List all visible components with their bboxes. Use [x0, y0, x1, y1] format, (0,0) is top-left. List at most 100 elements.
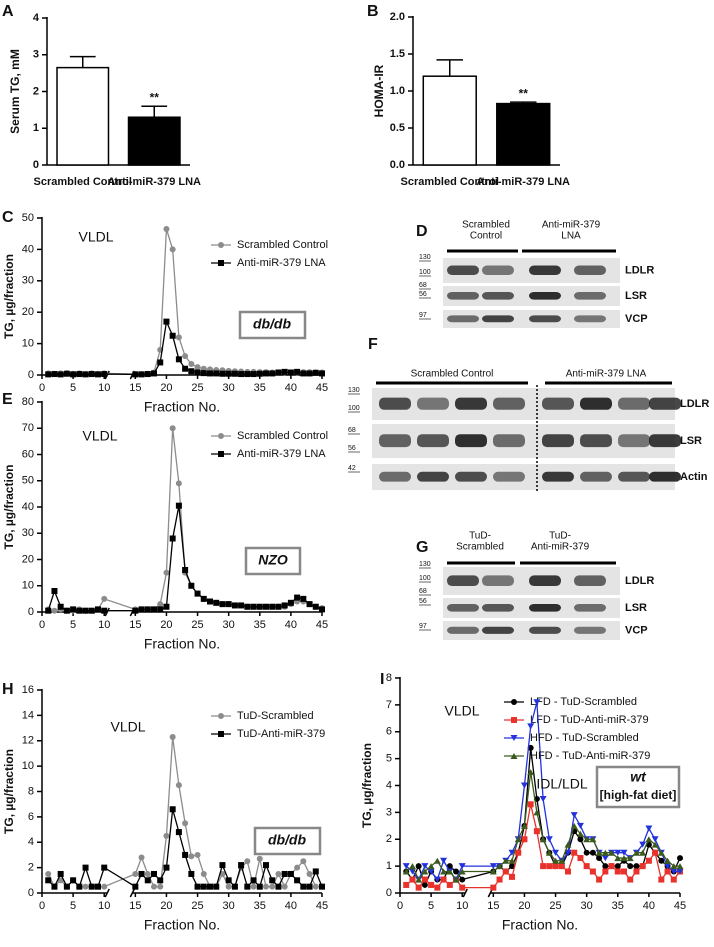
point	[144, 606, 151, 613]
point	[263, 370, 269, 377]
size-marker: 130	[419, 254, 431, 261]
point	[188, 368, 195, 375]
point	[256, 603, 263, 610]
blot-band	[447, 604, 479, 612]
legend-label: LFD - TuD-Anti-miR-379	[530, 714, 649, 726]
size-marker: 100	[419, 575, 431, 582]
x-tick-label: Anti-miR-379 LNA	[476, 176, 570, 188]
point	[275, 603, 282, 610]
point	[151, 883, 157, 890]
annotation: VLDL	[444, 703, 479, 719]
point	[510, 753, 518, 759]
point	[527, 801, 534, 808]
point	[175, 782, 182, 789]
blot-band	[649, 434, 681, 448]
point	[157, 877, 164, 884]
point	[415, 876, 423, 883]
y-tick-label: 0	[28, 887, 34, 899]
point	[596, 876, 603, 883]
size-marker: 56	[419, 598, 427, 605]
point	[169, 246, 176, 253]
point	[269, 883, 276, 890]
series-line	[405, 804, 681, 889]
point	[645, 857, 652, 864]
blot-band	[529, 604, 561, 612]
point	[51, 371, 58, 378]
y-tick-label: 14	[22, 709, 34, 721]
point	[421, 863, 429, 870]
group-label: Scrambled	[456, 542, 504, 553]
point	[294, 594, 301, 601]
point	[632, 849, 640, 856]
y-tick-label: 2.0	[390, 11, 405, 23]
point	[157, 601, 164, 608]
point	[312, 603, 319, 610]
point	[200, 883, 207, 890]
point	[144, 371, 151, 378]
point	[101, 864, 108, 871]
x-tick-label: 35	[254, 900, 266, 912]
x-tick-label: 30	[223, 382, 235, 394]
point	[300, 883, 307, 890]
point	[576, 822, 584, 829]
blot-band	[580, 471, 612, 482]
point	[231, 883, 238, 890]
x-tick-label: 45	[316, 619, 328, 631]
band-label: LSR	[625, 290, 647, 302]
axis-break	[104, 888, 110, 898]
point	[163, 225, 170, 232]
y-tick-label: 6	[28, 811, 34, 823]
point	[82, 371, 89, 378]
size-marker: 68	[419, 588, 427, 595]
point	[620, 849, 628, 856]
point	[502, 857, 510, 864]
point	[403, 881, 410, 888]
point	[576, 830, 584, 837]
point	[45, 607, 52, 614]
blot-band	[649, 397, 681, 410]
point	[256, 855, 263, 862]
point	[218, 242, 224, 248]
point	[527, 769, 535, 776]
point	[319, 883, 325, 890]
point	[300, 370, 307, 377]
point	[552, 863, 559, 870]
x-tick-label: 0	[39, 382, 45, 394]
point	[213, 599, 220, 606]
point	[76, 883, 83, 890]
point	[182, 567, 189, 573]
size-marker: 56	[419, 291, 427, 298]
x-tick-label: Scrambled Control	[34, 176, 132, 188]
legend-label: LFD - TuD-Scrambled	[530, 696, 637, 708]
size-marker: 68	[348, 427, 356, 434]
blot-band	[455, 434, 487, 448]
point	[281, 368, 288, 375]
x-tick-label: 15	[129, 619, 141, 631]
point	[421, 881, 428, 888]
y-axis-label: TG, µg/fraction	[2, 465, 16, 550]
label-box	[253, 826, 322, 856]
legend-label: Scrambled Control	[237, 239, 328, 251]
point	[51, 607, 58, 614]
legend-label: TuD-Anti-miR-379	[237, 728, 325, 740]
point	[218, 451, 224, 457]
y-tick-label: 2	[33, 85, 39, 97]
point	[633, 863, 640, 870]
point	[520, 822, 528, 829]
point	[218, 433, 224, 439]
band-label: VCP	[625, 313, 648, 325]
point	[658, 876, 665, 883]
y-tick-label: 0.5	[390, 122, 405, 134]
point	[182, 851, 189, 858]
point	[101, 371, 108, 378]
blot-band	[618, 471, 650, 482]
point	[306, 883, 313, 890]
blot-band	[580, 434, 612, 448]
point	[225, 877, 232, 884]
point	[677, 855, 683, 862]
point	[95, 883, 101, 890]
y-tick-label: 0	[33, 159, 39, 171]
point	[163, 569, 170, 576]
panel-letter: C	[2, 209, 14, 226]
group-label: Control	[470, 231, 502, 242]
